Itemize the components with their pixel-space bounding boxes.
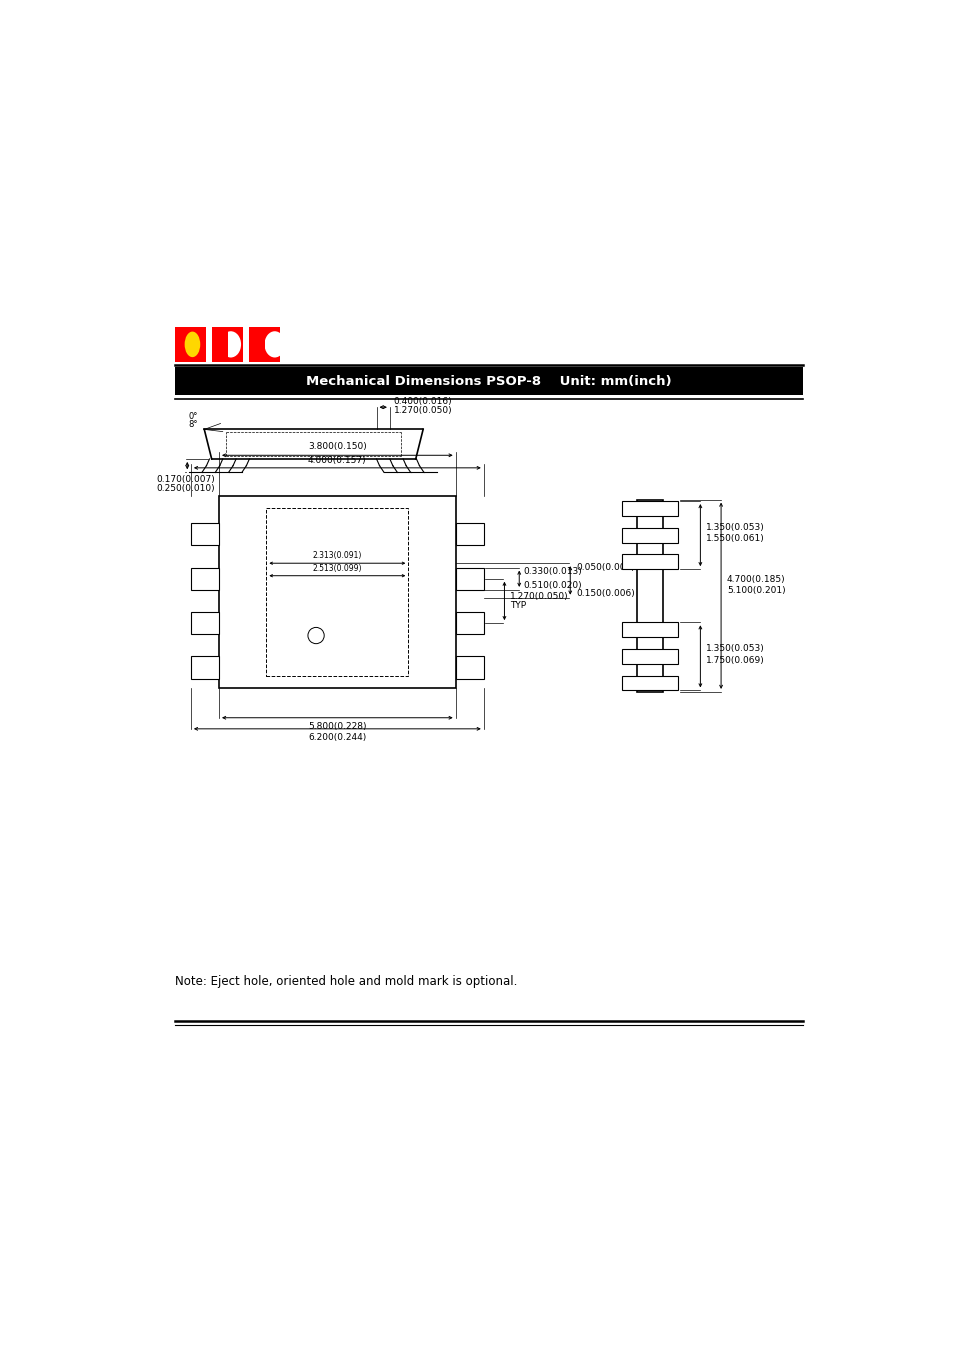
Text: 1.750(0.069): 1.750(0.069) [705, 655, 764, 665]
Text: 2.313(0.091): 2.313(0.091) [313, 551, 362, 561]
Text: 1.270(0.050): 1.270(0.050) [510, 592, 568, 601]
Bar [174, 367, 802, 396]
Text: 8°: 8° [189, 420, 198, 428]
Text: 4.700(0.185): 4.700(0.185) [726, 576, 785, 584]
Bar [212, 328, 228, 361]
Bar [191, 657, 219, 678]
Ellipse shape [264, 331, 285, 358]
Text: 0.170(0.007): 0.170(0.007) [156, 476, 214, 484]
Text: 3.800(0.150): 3.800(0.150) [308, 442, 366, 451]
Text: 6.200(0.244): 6.200(0.244) [308, 734, 366, 742]
Bar [266, 508, 408, 676]
Bar [621, 623, 678, 638]
Bar [621, 648, 678, 663]
Bar [212, 327, 243, 362]
Text: 5.800(0.228): 5.800(0.228) [308, 723, 366, 731]
Bar [456, 523, 483, 546]
Text: 2.513(0.099): 2.513(0.099) [313, 563, 362, 573]
Text: 0.330(0.013): 0.330(0.013) [522, 567, 581, 577]
Text: 1.350(0.053): 1.350(0.053) [705, 523, 764, 532]
Text: 1.270(0.050): 1.270(0.050) [394, 405, 452, 415]
Text: Mechanical Dimensions PSOP-8    Unit: mm(inch): Mechanical Dimensions PSOP-8 Unit: mm(in… [306, 374, 671, 388]
Text: TYP: TYP [510, 601, 526, 609]
Ellipse shape [185, 331, 200, 357]
Bar [456, 567, 483, 590]
Text: 1.350(0.053): 1.350(0.053) [705, 644, 764, 654]
Ellipse shape [220, 331, 241, 358]
Bar [621, 528, 678, 543]
Bar [174, 327, 206, 362]
Text: 0.050(0.002): 0.050(0.002) [576, 563, 634, 573]
Bar [249, 328, 265, 361]
Text: 4.000(0.157): 4.000(0.157) [308, 455, 366, 465]
Text: 5.100(0.201): 5.100(0.201) [726, 586, 785, 594]
Text: 0.400(0.016): 0.400(0.016) [394, 397, 452, 405]
Text: 0.510(0.020): 0.510(0.020) [522, 581, 581, 590]
Bar [637, 500, 662, 692]
Bar [191, 567, 219, 590]
Bar [456, 612, 483, 634]
Text: 0.150(0.006): 0.150(0.006) [576, 589, 635, 597]
Text: Note: Eject hole, oriented hole and mold mark is optional.: Note: Eject hole, oriented hole and mold… [174, 975, 517, 988]
Text: 0.250(0.010): 0.250(0.010) [156, 484, 214, 493]
Bar [191, 523, 219, 546]
Bar [621, 676, 678, 690]
Bar [249, 327, 280, 362]
Bar [621, 554, 678, 569]
Bar [456, 657, 483, 678]
Bar [219, 496, 456, 688]
Text: 1.550(0.061): 1.550(0.061) [705, 535, 764, 543]
Bar [191, 612, 219, 634]
Bar [621, 501, 678, 516]
Text: 0°: 0° [189, 412, 198, 422]
